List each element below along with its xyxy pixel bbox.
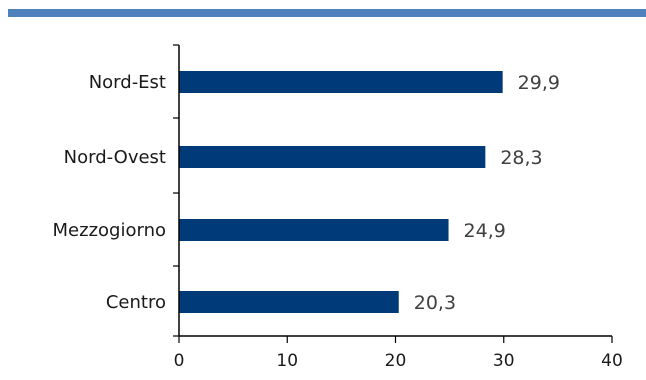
bars-layer bbox=[179, 71, 503, 313]
header-rule bbox=[8, 9, 646, 17]
x-tick-label: 20 bbox=[385, 351, 407, 371]
category-label: Nord-Ovest bbox=[64, 147, 166, 168]
bar-nord-ovest bbox=[179, 146, 486, 168]
x-tick-label: 10 bbox=[276, 351, 298, 371]
x-tick-label: 40 bbox=[601, 351, 623, 371]
category-label: Nord-Est bbox=[89, 72, 166, 93]
category-label: Centro bbox=[106, 292, 166, 313]
bar-nord-est bbox=[179, 71, 503, 93]
x-tick-label: 30 bbox=[493, 351, 515, 371]
bar-centro bbox=[179, 291, 399, 313]
axis-layer bbox=[173, 44, 613, 343]
x-tick-label: 0 bbox=[174, 351, 185, 371]
value-label: 29,9 bbox=[518, 72, 560, 94]
value-label: 24,9 bbox=[464, 220, 506, 242]
labels-layer: Nord-Est 29,9 Nord-Ovest 28,3 Mezzogiorno 24,… bbox=[53, 72, 623, 371]
value-label: 28,3 bbox=[500, 147, 542, 169]
category-label: Mezzogiorno bbox=[53, 220, 166, 241]
value-label: 20,3 bbox=[414, 292, 456, 314]
bar-mezzogiorno bbox=[179, 219, 449, 241]
